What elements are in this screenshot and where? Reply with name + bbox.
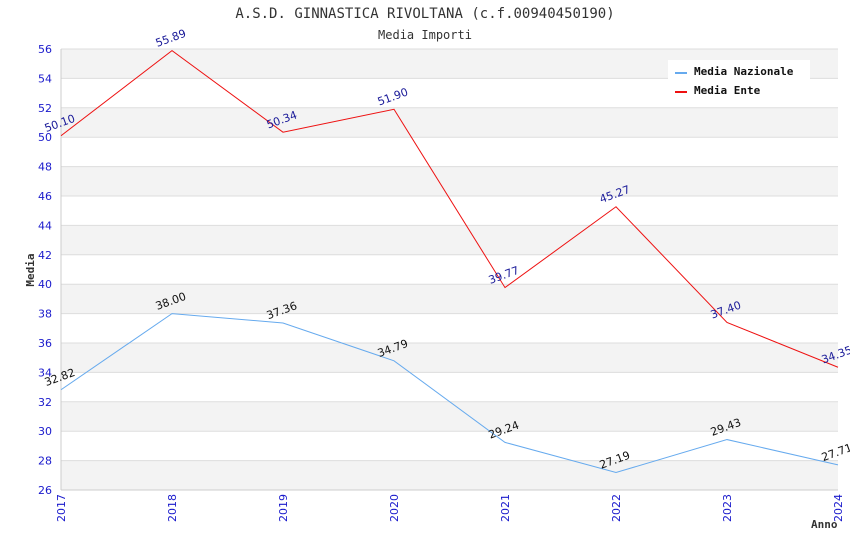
y-tick-label: 46 (38, 190, 52, 203)
series-lines (60, 49, 839, 474)
grid-band (61, 372, 838, 402)
chart-subtitle: Media Importi (378, 28, 472, 42)
y-tick-label: 40 (38, 278, 52, 291)
y-tick-label: 42 (38, 249, 52, 262)
x-tick-label: 2017 (55, 494, 68, 522)
grid-band (61, 254, 838, 285)
y-tick-label: 36 (38, 337, 52, 350)
background-bands (61, 49, 838, 490)
grid-band (61, 313, 838, 343)
series-line-media-ente (60, 49, 839, 368)
series-line-media-nazionale (60, 313, 839, 474)
y-tick-label: 30 (38, 425, 52, 438)
legend-box (668, 60, 810, 101)
y-tick-label: 56 (38, 43, 52, 56)
grid-band (61, 196, 838, 226)
x-tick-label: 2021 (499, 494, 512, 522)
grid-band (61, 137, 838, 167)
grid-band (61, 401, 838, 432)
y-tick-label: 38 (38, 308, 52, 321)
data-label: 55.89 (154, 27, 188, 50)
y-axis-ticks: 26 28 30 32 34 36 38 40 42 44 46 48 50 52 54 56 (38, 43, 52, 497)
x-tick-label: 2019 (277, 494, 290, 522)
y-tick-label: 52 (38, 102, 52, 115)
chart-title: A.S.D. GINNASTICA RIVOLTANA (c.f.0094045… (235, 6, 614, 22)
legend-label-media-nazionale: Media Nazionale (694, 65, 794, 78)
y-tick-label: 26 (38, 484, 52, 497)
y-tick-label: 44 (38, 219, 52, 232)
grid-band (61, 431, 838, 461)
grid-band (61, 225, 838, 255)
grid-band (61, 460, 838, 490)
x-tick-label: 2022 (610, 494, 623, 522)
y-tick-label: 50 (38, 131, 52, 144)
grid-band (61, 107, 838, 138)
x-axis-ticks: 2017 2018 2019 2020 2021 2022 2023 2024 (55, 494, 845, 522)
y-axis-label: Media (24, 253, 37, 286)
y-tick-label: 34 (38, 366, 52, 379)
y-tick-label: 48 (38, 161, 52, 174)
y-tick-label: 32 (38, 396, 52, 409)
grid-band (61, 166, 838, 196)
grid-band (61, 343, 838, 373)
legend-label-media-ente: Media Ente (694, 84, 761, 97)
grid-band (61, 284, 838, 314)
y-tick-label: 54 (38, 72, 52, 85)
y-tick-label: 28 (38, 455, 52, 468)
x-tick-label: 2023 (721, 494, 734, 522)
x-axis-label: Anno (811, 518, 838, 531)
legend: Media Nazionale Media Ente (668, 60, 810, 101)
x-tick-label: 2020 (388, 494, 401, 522)
x-tick-label: 2018 (166, 494, 179, 522)
x-tick-label: 2024 (832, 494, 845, 522)
